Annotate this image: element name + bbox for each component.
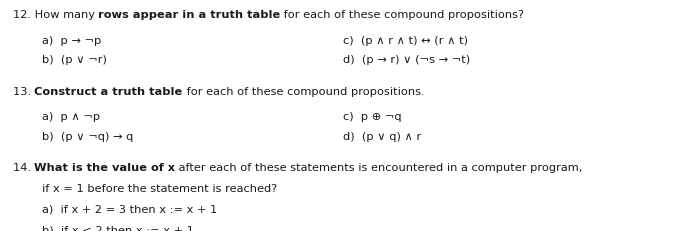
Text: d)  (p ∨ q) ∧ r: d) (p ∨ q) ∧ r [343, 132, 421, 142]
Text: for each of these compound propositions?: for each of these compound propositions? [281, 10, 524, 20]
Text: a)  if x + 2 = 3 then x := x + 1: a) if x + 2 = 3 then x := x + 1 [42, 204, 217, 214]
Text: c)  (p ∧ r ∧ t) ↔ (r ∧ t): c) (p ∧ r ∧ t) ↔ (r ∧ t) [343, 36, 468, 46]
Text: if x = 1 before the statement is reached?: if x = 1 before the statement is reached… [42, 184, 277, 194]
Text: b)  (p ∨ ¬q) → q: b) (p ∨ ¬q) → q [42, 132, 134, 142]
Text: 13.: 13. [13, 87, 34, 97]
Text: after each of these statements is encountered in a computer program,: after each of these statements is encoun… [175, 163, 582, 173]
Text: for each of these compound propositions.: for each of these compound propositions. [183, 87, 424, 97]
Text: b)  (p ∨ ¬r): b) (p ∨ ¬r) [42, 55, 107, 65]
Text: a)  p ∧ ¬p: a) p ∧ ¬p [42, 112, 100, 122]
Text: 14.: 14. [13, 163, 34, 173]
Text: b)  if x < 2 then x := x + 1.: b) if x < 2 then x := x + 1. [42, 225, 197, 231]
Text: Construct a truth table: Construct a truth table [34, 87, 183, 97]
Text: 12. How many: 12. How many [13, 10, 98, 20]
Text: a)  p → ¬p: a) p → ¬p [42, 36, 102, 46]
Text: rows appear in a truth table: rows appear in a truth table [98, 10, 281, 20]
Text: What is the value of x: What is the value of x [34, 163, 175, 173]
Text: d)  (p → r) ∨ (¬s → ¬t): d) (p → r) ∨ (¬s → ¬t) [343, 55, 470, 65]
Text: c)  p ⊕ ¬q: c) p ⊕ ¬q [343, 112, 402, 122]
